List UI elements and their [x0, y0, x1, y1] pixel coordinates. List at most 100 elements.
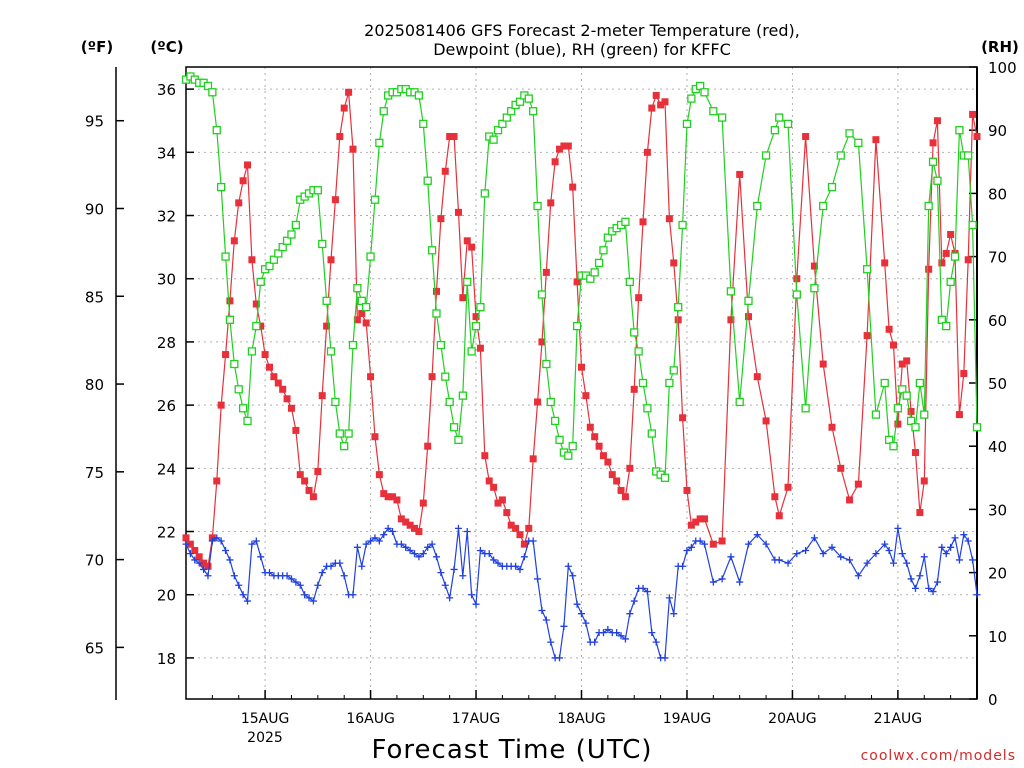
temperature-point — [613, 477, 621, 485]
dewpoint-point — [613, 629, 621, 637]
rh-tick-label: 100 — [988, 59, 1017, 77]
dewpoint-point — [648, 629, 656, 637]
dewpoint-point — [402, 543, 410, 551]
dewpoint-point — [191, 556, 199, 564]
chart-title-line1: 2025081406 GFS Forecast 2-meter Temperat… — [364, 21, 800, 40]
temperature-point — [551, 158, 559, 166]
rh-point — [432, 309, 441, 318]
temperature-point — [261, 351, 269, 359]
dewpoint-point — [828, 543, 836, 551]
dewpoint-point — [468, 591, 476, 599]
temperature-point — [630, 385, 638, 393]
dewpoint-point — [564, 562, 572, 570]
temperature-point — [911, 449, 919, 457]
tick-labels: 18 20 22 24 26 28 30 32 34 36 65 70 75 80 85 90 95 0 10 20 3… — [85, 59, 1017, 727]
rh-point — [414, 91, 424, 100]
temperature-point — [498, 496, 506, 504]
dewpoint-point — [384, 524, 392, 532]
temperature-point — [670, 259, 678, 267]
temperature-point — [525, 524, 533, 532]
temperature-point — [305, 486, 313, 494]
rh-point — [920, 410, 929, 419]
rh-point — [937, 315, 946, 324]
temperature-point — [639, 218, 647, 226]
rh-point — [238, 404, 248, 413]
temperature-point — [318, 392, 326, 400]
temperature-point — [397, 515, 405, 523]
temperature-point — [490, 483, 498, 491]
dewpoint-point — [441, 581, 449, 589]
dewpoint-point — [397, 540, 405, 548]
dewpoint-point — [547, 638, 555, 646]
dewpoint-point — [810, 534, 818, 542]
temperature-point — [314, 467, 322, 475]
temperature-point — [736, 170, 744, 178]
rh-point — [278, 242, 287, 252]
rh-point — [217, 182, 226, 192]
temperature-point — [367, 373, 375, 381]
rh-point — [603, 233, 613, 242]
dewpoint-point — [942, 550, 950, 558]
dewpoint-point — [380, 531, 388, 539]
dewpoint-point — [353, 543, 361, 551]
date-tick-label: 15AUG — [241, 711, 290, 727]
temperature-point — [393, 496, 401, 504]
dewpoint-point — [459, 572, 467, 580]
temperature-point — [389, 493, 397, 501]
temperature-point — [599, 452, 607, 460]
rh-point — [871, 410, 881, 419]
dewpoint-point — [428, 540, 436, 548]
dewpoint-point — [371, 534, 379, 542]
temperature-point — [222, 351, 230, 359]
dewpoint-point — [670, 610, 678, 618]
temperature-point — [604, 458, 612, 466]
date-tick-label: 18AUG — [557, 711, 606, 727]
rh-tick-label: 20 — [988, 565, 1007, 583]
rh-point — [340, 442, 349, 451]
dewpoint-point — [903, 559, 911, 567]
temperature-point — [213, 477, 221, 485]
dewpoint-point — [296, 581, 304, 589]
temperature-point — [191, 546, 199, 554]
temperature-point — [591, 433, 599, 441]
dewpoint-point — [432, 553, 440, 561]
dewpoint-point — [969, 556, 977, 564]
dewpoint-point — [367, 537, 375, 545]
temperature-point — [701, 515, 709, 523]
temperature-point — [890, 341, 898, 349]
rh-point — [928, 157, 938, 166]
rh-point — [449, 423, 459, 432]
dewpoint-point — [863, 559, 871, 567]
rh-point — [634, 347, 643, 356]
temperature-point — [270, 373, 278, 381]
celsius-tick-label: 30 — [157, 271, 176, 289]
dewpoint-point — [753, 531, 761, 539]
dewpoint-point — [973, 591, 981, 599]
dewpoint-point — [661, 654, 669, 662]
temperature-point — [463, 237, 471, 245]
rh-point — [212, 126, 221, 135]
dewpoint-point — [257, 553, 265, 561]
date-tick-label: 19AUG — [663, 711, 712, 727]
rh-point — [353, 284, 362, 293]
temperature-point — [674, 316, 682, 324]
rh-point — [827, 182, 837, 192]
dewpoint-point — [485, 550, 493, 558]
dewpoint-point — [292, 578, 300, 586]
temperature-point — [402, 518, 410, 526]
dewpoint-point — [819, 550, 827, 558]
rh-point — [660, 473, 670, 482]
dewpoint-point — [679, 562, 687, 570]
temperature-series — [182, 88, 981, 570]
rh-point — [665, 378, 674, 388]
rh-point — [854, 138, 863, 147]
temperature-point — [248, 256, 256, 264]
rh-point — [924, 201, 933, 211]
rh-point — [282, 236, 292, 245]
rh-point — [775, 113, 784, 122]
dewpoint-point — [389, 528, 397, 536]
x-axis-title: Forecast Time (UTC) — [371, 735, 652, 765]
rh-point — [735, 397, 744, 407]
rh-point — [291, 220, 301, 230]
temperature-point — [265, 363, 273, 371]
